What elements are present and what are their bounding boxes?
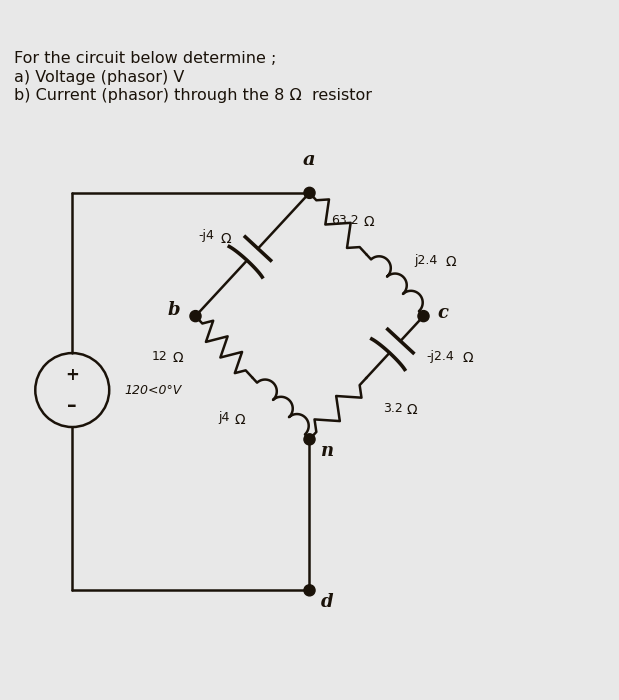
Text: +: + bbox=[66, 365, 79, 384]
Text: Ω: Ω bbox=[173, 351, 183, 365]
Text: 12: 12 bbox=[152, 350, 168, 363]
Text: b: b bbox=[168, 301, 180, 319]
Text: Ω: Ω bbox=[220, 232, 231, 246]
Text: -j4: -j4 bbox=[198, 230, 214, 242]
Text: Ω: Ω bbox=[462, 351, 473, 365]
Text: c: c bbox=[437, 304, 448, 322]
Text: Ω: Ω bbox=[445, 256, 456, 270]
Text: n: n bbox=[321, 442, 334, 461]
Text: Ω: Ω bbox=[364, 216, 374, 230]
Text: 3.2: 3.2 bbox=[383, 402, 403, 415]
Text: -j2.4: -j2.4 bbox=[426, 350, 454, 363]
Text: d: d bbox=[321, 594, 333, 611]
Text: For the circuit below determine ;: For the circuit below determine ; bbox=[14, 51, 276, 66]
Text: a: a bbox=[303, 151, 316, 169]
Text: a) Voltage (phasor) V: a) Voltage (phasor) V bbox=[14, 69, 184, 85]
Text: Ω: Ω bbox=[235, 412, 245, 426]
Circle shape bbox=[190, 311, 201, 322]
Text: b) Current (phasor) through the 8 Ω  resistor: b) Current (phasor) through the 8 Ω resi… bbox=[14, 88, 372, 103]
Text: j2.4: j2.4 bbox=[414, 254, 438, 267]
Circle shape bbox=[304, 434, 315, 445]
Text: Ω: Ω bbox=[407, 403, 417, 417]
Text: j4: j4 bbox=[218, 412, 230, 424]
Text: –: – bbox=[67, 396, 77, 415]
Circle shape bbox=[304, 584, 315, 596]
Text: 63.2: 63.2 bbox=[331, 214, 358, 227]
Circle shape bbox=[304, 188, 315, 198]
Text: 120<0°V: 120<0°V bbox=[124, 384, 182, 397]
Circle shape bbox=[418, 311, 429, 322]
